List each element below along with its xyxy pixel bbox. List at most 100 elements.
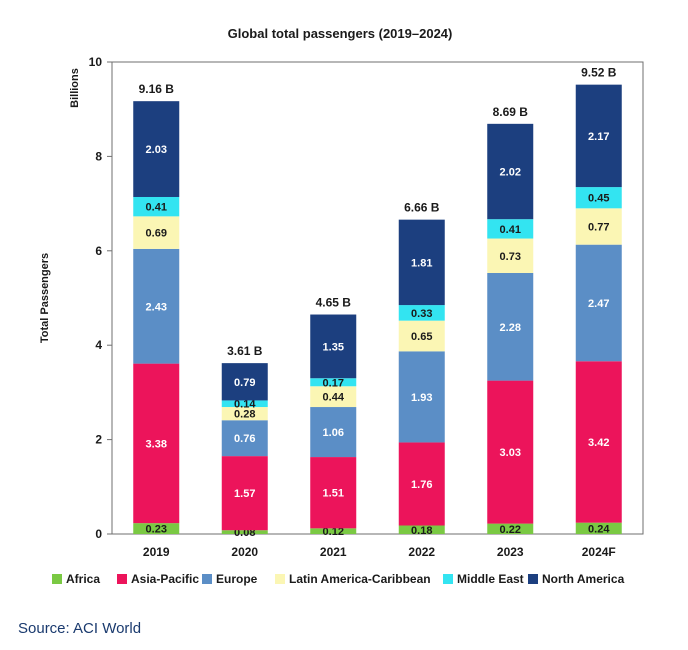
y-tick-label: 8 [95, 149, 102, 163]
bar-segment [221, 456, 268, 531]
segment-value-label: 1.06 [323, 427, 344, 439]
bar-segment [398, 219, 445, 306]
legend-swatch [52, 574, 62, 584]
bar-segment [221, 530, 268, 534]
segment-value-label: 1.35 [323, 341, 344, 353]
segment-value-label: 1.57 [234, 488, 255, 500]
segment-value-label: 0.23 [146, 524, 167, 536]
legend-swatch [117, 574, 127, 584]
segment-value-label: 0.14 [234, 399, 256, 411]
bar-segment [310, 528, 357, 534]
bar-segment [133, 248, 180, 364]
segment-value-label: 0.18 [411, 525, 432, 537]
bar-segment [575, 208, 622, 245]
segment-value-label: 0.28 [234, 409, 255, 421]
x-tick-label: 2020 [231, 545, 258, 559]
bar-segment [487, 272, 534, 381]
chart-frame: Global total passengers (2019–2024) Bill… [39, 26, 644, 586]
bar-segment [310, 386, 357, 408]
chart-title: Global total passengers (2019–2024) [228, 26, 453, 41]
segment-value-label: 1.93 [411, 392, 432, 404]
x-tick-label: 2022 [408, 545, 435, 559]
bar-segment [575, 244, 622, 362]
bar-segment [133, 363, 180, 524]
bar-total-label: 8.69 B [493, 105, 529, 119]
y-tick-label: 2 [95, 433, 102, 447]
bar-segment [575, 522, 622, 534]
segment-value-label: 3.42 [588, 437, 609, 449]
legend-swatch [443, 574, 453, 584]
x-tick-label: 2023 [497, 545, 524, 559]
segment-value-label: 2.17 [588, 131, 609, 143]
legend-label: Asia-Pacific [131, 572, 199, 586]
segment-value-label: 0.45 [588, 193, 609, 205]
source-note: Source: ACI World [18, 620, 142, 637]
bar-segment [487, 238, 534, 273]
segment-value-label: 0.41 [500, 224, 521, 236]
legend-label: Latin America-Caribbean [289, 572, 431, 586]
bar-segment [487, 380, 534, 524]
segment-value-label: 0.17 [323, 377, 344, 389]
bar-segment [221, 420, 268, 457]
bar-segment [487, 123, 534, 220]
bar-total-label: 6.66 B [404, 201, 440, 215]
bar-segment [221, 363, 268, 401]
segment-value-label: 2.28 [500, 322, 521, 334]
bar-total-label: 3.61 B [227, 344, 263, 358]
x-tick-label: 2024F [582, 545, 616, 559]
legend-label: North America [542, 572, 625, 586]
bar-segment [310, 314, 357, 379]
segment-value-label: 0.73 [500, 251, 521, 263]
segment-value-label: 0.79 [234, 377, 255, 389]
bar-segment [310, 378, 357, 387]
bar-total-label: 4.65 B [316, 296, 352, 310]
bar-segment [398, 525, 445, 534]
legend-swatch [275, 574, 285, 584]
bar-segment [133, 216, 180, 249]
bar-segment [221, 400, 268, 408]
segment-value-label: 1.81 [411, 257, 432, 269]
y-unit-label: Billions [69, 68, 81, 108]
segment-value-label: 3.38 [146, 438, 167, 450]
segment-value-label: 2.43 [146, 301, 167, 313]
legend-label: Africa [66, 572, 100, 586]
y-tick-label: 4 [95, 338, 102, 352]
bar-segment [310, 457, 357, 529]
segment-value-label: 2.47 [588, 298, 609, 310]
segment-value-label: 0.33 [411, 308, 432, 320]
legend-swatch [528, 574, 538, 584]
bar-segment [310, 407, 357, 458]
bar-segment [133, 101, 180, 197]
legend-label: Europe [216, 572, 258, 586]
bar-segment [398, 351, 445, 443]
plot-area [111, 61, 644, 535]
y-tick-label: 10 [89, 55, 103, 69]
x-tick-label: 2021 [320, 545, 347, 559]
bar-total-label: 9.52 B [581, 66, 617, 80]
bar-segment [575, 187, 622, 209]
segment-value-label: 1.76 [411, 479, 432, 491]
segment-value-label: 0.24 [588, 523, 610, 535]
bar-total-label: 9.16 B [139, 82, 175, 96]
y-tick-label: 6 [95, 244, 102, 258]
y-tick-label: 0 [95, 527, 102, 541]
segment-value-label: 3.03 [500, 447, 521, 459]
stacked-bar-chart: Global total passengers (2019–2024) Bill… [39, 26, 644, 586]
legend-swatch [202, 574, 212, 584]
bar-segment [398, 305, 445, 321]
segment-value-label: 1.51 [323, 488, 344, 500]
bar-segment [487, 523, 534, 534]
segment-value-label: 0.41 [146, 202, 167, 214]
segment-value-label: 2.02 [500, 167, 521, 179]
segment-value-label: 0.22 [500, 524, 521, 536]
segment-value-label: 2.03 [146, 144, 167, 156]
bar-segment [398, 442, 445, 526]
legend-label: Middle East [457, 572, 524, 586]
segment-value-label: 0.12 [323, 526, 344, 538]
bar-segment [133, 523, 180, 534]
bar-segment [575, 361, 622, 523]
segment-value-label: 0.76 [234, 433, 255, 445]
segment-value-label: 0.77 [588, 221, 609, 233]
bar-segment [487, 219, 534, 239]
segment-value-label: 0.69 [146, 228, 167, 240]
